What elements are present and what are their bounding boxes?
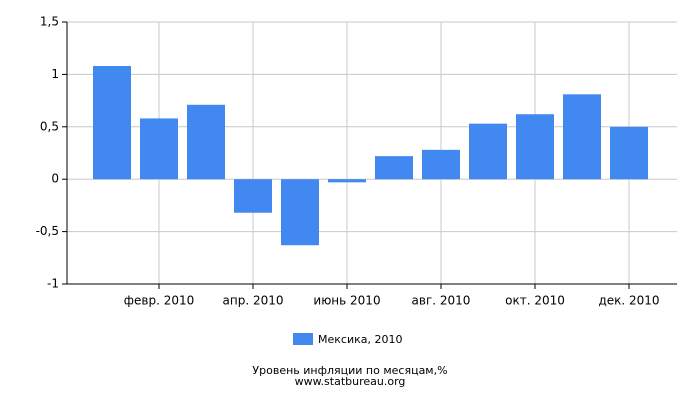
legend-label: Мексика, 2010 [318, 333, 402, 346]
x-tick-label: июнь 2010 [313, 294, 380, 308]
bar [93, 66, 131, 180]
chart-title: Уровень инфляции по месяцам,% [252, 364, 447, 377]
y-tick-label: 1,5 [40, 15, 59, 29]
x-tick-label: апр. 2010 [223, 294, 284, 308]
x-tick-label: окт. 2010 [505, 294, 565, 308]
bar [328, 179, 366, 183]
bar [469, 123, 507, 180]
legend-swatch [293, 333, 313, 345]
bar [281, 179, 319, 246]
chart-subtitle: www.statbureau.org [295, 375, 406, 388]
bar [516, 114, 554, 180]
bar [375, 156, 413, 180]
y-tick-label: -0,5 [36, 224, 59, 238]
bar [234, 179, 272, 213]
bar [610, 126, 648, 180]
y-tick-label: 0 [51, 172, 59, 186]
x-tick-label: авг. 2010 [412, 294, 471, 308]
bar [563, 94, 601, 180]
bar [187, 104, 225, 180]
x-tick-label: февр. 2010 [124, 294, 195, 308]
y-tick-label: 0,5 [40, 119, 59, 133]
y-tick-label: -1 [47, 277, 59, 291]
y-tick-label: 1 [51, 67, 59, 81]
bar [140, 118, 178, 180]
x-tick-label: дек. 2010 [598, 294, 659, 308]
bar [422, 149, 460, 180]
